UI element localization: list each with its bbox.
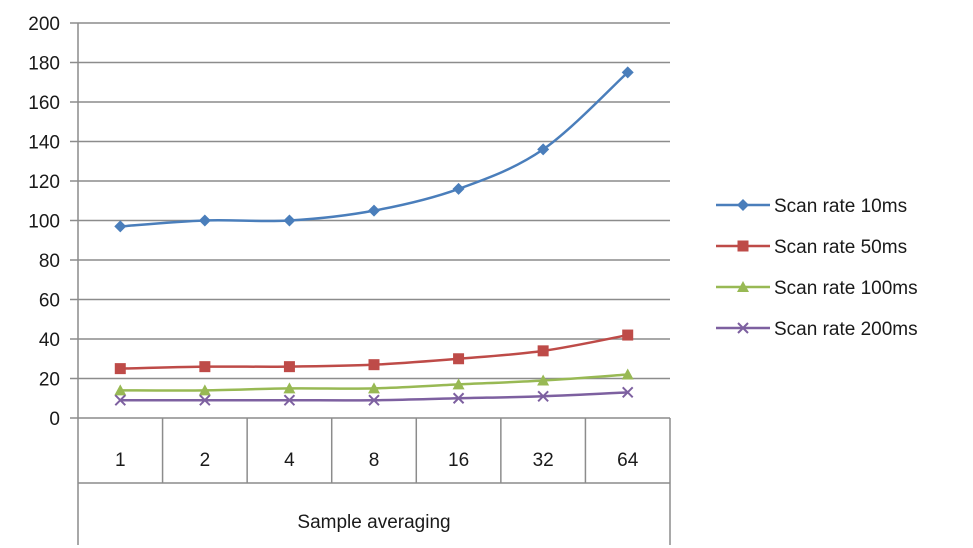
data-point-2-32 — [537, 345, 549, 357]
data-point-3-1 — [114, 384, 127, 396]
legend-marker — [737, 281, 749, 292]
legend-item-4: Scan rate 200ms — [716, 319, 918, 340]
data-point-2-64 — [622, 329, 634, 341]
x-tick-label-1: 1 — [115, 450, 126, 471]
data-point-4-16 — [452, 392, 465, 404]
series-1 — [114, 66, 634, 233]
data-point-4-4 — [283, 394, 296, 406]
y-tick-label-120: 120 — [28, 172, 60, 193]
x-tick-label-64: 64 — [617, 450, 639, 471]
legend-label-4: Scan rate 200ms — [774, 319, 918, 340]
data-point-3-8 — [368, 382, 380, 394]
x-tick-label-8: 8 — [369, 450, 380, 471]
legend-marker — [737, 240, 749, 252]
data-point-2-16 — [453, 353, 465, 365]
series-lines — [114, 66, 634, 406]
x-tick-label-2: 2 — [200, 450, 211, 471]
y-tick-label-160: 160 — [28, 93, 60, 114]
data-point-3-32 — [537, 374, 550, 386]
data-point-1-8 — [368, 204, 380, 217]
data-point-2-8 — [368, 359, 380, 371]
data-point-1-4 — [283, 214, 296, 227]
legend-marker — [737, 199, 749, 211]
data-point-2-2 — [199, 361, 211, 373]
data-point-3-4 — [283, 382, 296, 394]
data-point-4-8 — [368, 394, 380, 406]
legend-item-1: Scan rate 10ms — [716, 196, 907, 217]
data-point-3-16 — [452, 378, 465, 390]
data-point-1-1 — [114, 220, 127, 233]
data-point-1-16 — [452, 182, 465, 195]
y-tick-label-180: 180 — [28, 54, 60, 75]
legend-label-3: Scan rate 100ms — [774, 278, 918, 299]
y-tick-label-80: 80 — [39, 251, 60, 272]
data-point-3-2 — [198, 384, 211, 396]
legend-item-2: Scan rate 50ms — [716, 237, 907, 258]
x-tick-label-16: 16 — [448, 450, 469, 471]
data-point-4-1 — [114, 394, 126, 406]
legend-marker — [737, 322, 749, 334]
series-2 — [114, 329, 634, 375]
legend-label-1: Scan rate 10ms — [774, 196, 907, 217]
y-tick-label-40: 40 — [39, 330, 60, 351]
x-axis: 1 2 4 8 16 32 64 — [77, 23, 671, 545]
data-point-4-32 — [537, 390, 549, 402]
y-tick-label-0: 0 — [49, 409, 60, 430]
data-point-3-64 — [621, 368, 634, 380]
y-tick-label-200: 200 — [28, 14, 60, 35]
x-tick-label-4: 4 — [284, 450, 295, 471]
legend-label-2: Scan rate 50ms — [774, 237, 907, 258]
data-point-1-64 — [621, 66, 634, 79]
data-point-1-32 — [537, 143, 550, 156]
data-point-2-4 — [283, 361, 295, 373]
gridlines — [70, 22, 670, 419]
y-axis-tick-labels: 0 20 40 60 80 100 120 140 160 180 200 — [28, 14, 60, 430]
legend-item-3: Scan rate 100ms — [716, 278, 918, 299]
x-tick-label-32: 32 — [533, 450, 554, 471]
y-tick-label-60: 60 — [39, 291, 60, 312]
y-tick-label-140: 140 — [28, 133, 60, 154]
legend: Scan rate 10ms Scan rate 50ms Scan rate 10… — [716, 196, 918, 340]
data-point-4-2 — [199, 394, 211, 406]
data-point-1-2 — [198, 214, 211, 227]
series-3 — [114, 368, 634, 396]
series-4 — [114, 386, 634, 406]
series-line-1 — [120, 71, 629, 228]
data-point-4-64 — [622, 386, 634, 399]
x-axis-title: Sample averaging — [297, 512, 450, 533]
y-tick-label-100: 100 — [28, 212, 60, 233]
data-point-2-1 — [114, 363, 126, 375]
y-tick-label-20: 20 — [39, 370, 60, 391]
